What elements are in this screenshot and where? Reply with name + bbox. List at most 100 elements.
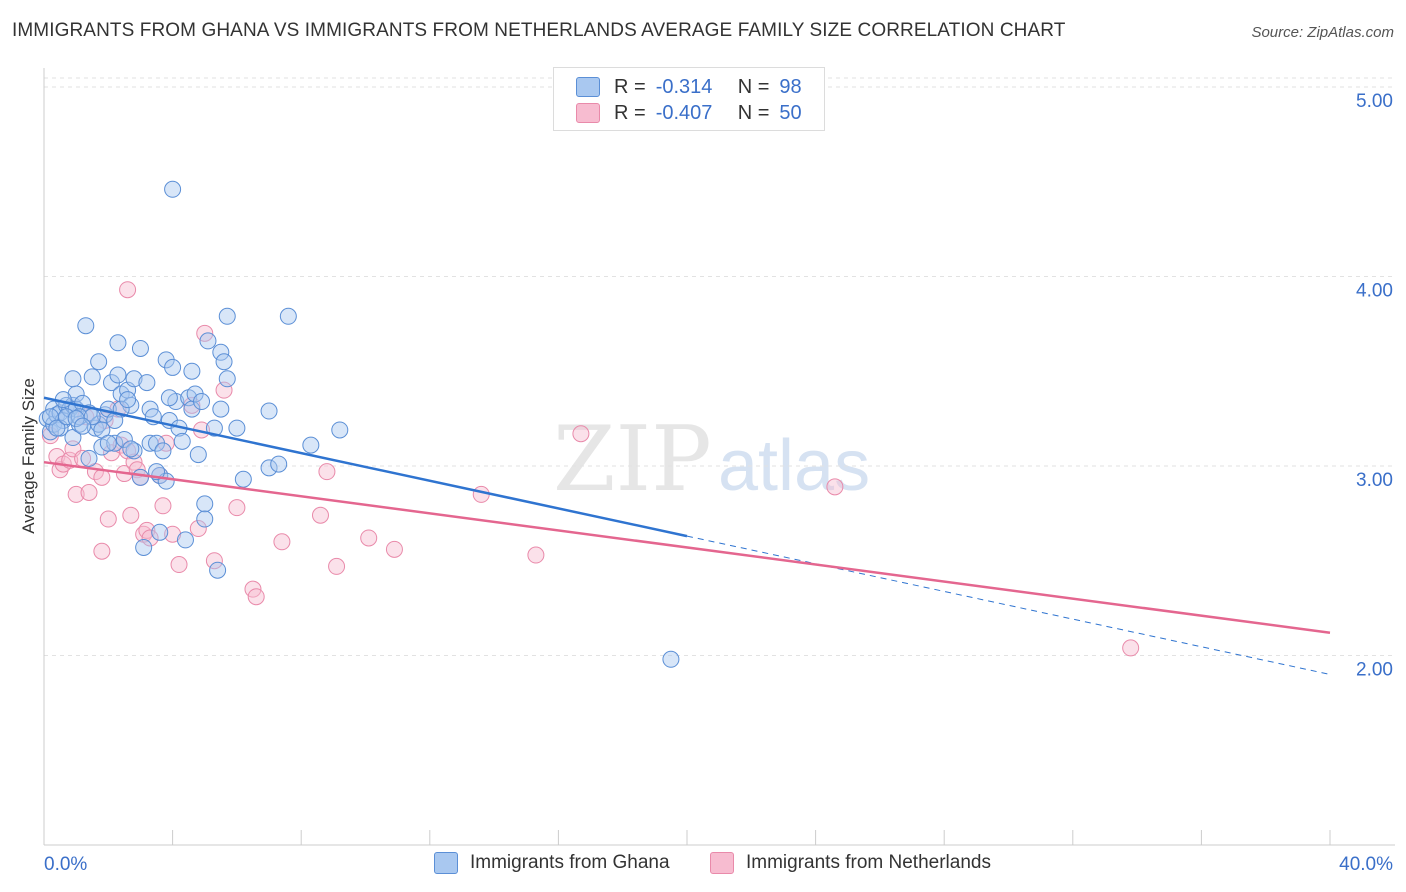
netherlands-trend-line bbox=[43, 460, 1331, 634]
x-tick-labels: 0.0% 40.0% bbox=[44, 854, 1393, 875]
x-tick-label: 0.0% bbox=[44, 854, 87, 875]
ghana-legend-swatch bbox=[434, 852, 458, 874]
ghana-point bbox=[115, 430, 133, 448]
ghana-point bbox=[119, 391, 137, 409]
ghana-point bbox=[122, 396, 140, 414]
ghana-point bbox=[125, 370, 143, 388]
netherlands-point bbox=[122, 506, 140, 524]
netherlands-n-value: 50 bbox=[779, 101, 802, 124]
ghana-point bbox=[331, 421, 349, 439]
ghana-r-label: R = bbox=[614, 75, 646, 98]
ghana-point bbox=[164, 358, 182, 376]
netherlands-point bbox=[93, 542, 111, 560]
ghana-point bbox=[99, 434, 117, 452]
netherlands-point bbox=[112, 436, 130, 454]
ghana-point bbox=[196, 495, 214, 513]
netherlands-n-label: N = bbox=[737, 101, 770, 124]
ghana-point bbox=[183, 362, 201, 380]
ghana-swatch bbox=[576, 77, 600, 97]
ghana-point bbox=[122, 440, 140, 458]
ghana-point bbox=[141, 434, 159, 452]
ghana-point bbox=[70, 408, 88, 426]
ghana-point bbox=[260, 459, 278, 477]
ghana-point bbox=[173, 432, 191, 450]
x-tick-label: 40.0% bbox=[1339, 854, 1393, 875]
ghana-point bbox=[64, 370, 82, 388]
netherlands-point bbox=[472, 485, 490, 503]
netherlands-point bbox=[318, 463, 336, 481]
ghana-point bbox=[189, 446, 207, 464]
netherlands-point bbox=[141, 529, 159, 547]
ghana-point bbox=[662, 650, 680, 668]
ghana-n-label: N = bbox=[737, 75, 770, 98]
netherlands-legend-swatch bbox=[710, 852, 734, 874]
y-tick-label: 2.00 bbox=[1356, 659, 1393, 680]
ghana-point bbox=[160, 389, 178, 407]
ghana-point bbox=[209, 561, 227, 579]
watermark-zip: ZIP bbox=[553, 407, 712, 512]
netherlands-point bbox=[189, 520, 207, 538]
grid-lines bbox=[44, 77, 1395, 656]
netherlands-point bbox=[228, 499, 246, 517]
ghana-point bbox=[302, 436, 320, 454]
y-tick-label: 5.00 bbox=[1356, 91, 1393, 112]
netherlands-point bbox=[154, 497, 172, 515]
ghana-point bbox=[154, 442, 172, 460]
chart-title: IMMIGRANTS FROM GHANA VS IMMIGRANTS FROM… bbox=[12, 20, 1066, 41]
netherlands-point bbox=[572, 425, 590, 443]
ghana-point bbox=[83, 368, 101, 386]
ghana-point bbox=[125, 442, 143, 460]
watermark: ZIP atlas bbox=[553, 407, 870, 512]
ghana-point bbox=[205, 419, 223, 437]
netherlands-point bbox=[273, 533, 291, 551]
ghana-point bbox=[135, 538, 153, 556]
ghana-point bbox=[131, 468, 149, 486]
stats-row-ghana: R = -0.314 N = 98 bbox=[576, 76, 802, 98]
ghana-point bbox=[212, 343, 230, 361]
ghana-point bbox=[109, 366, 127, 384]
netherlands-legend-label: Immigrants from Netherlands bbox=[746, 852, 991, 873]
netherlands-point bbox=[328, 557, 346, 575]
y-tick-label: 3.00 bbox=[1356, 470, 1393, 491]
trend-lines bbox=[43, 396, 1331, 675]
y-tick-label: 4.00 bbox=[1356, 280, 1393, 301]
ghana-point bbox=[131, 339, 149, 357]
ghana-point bbox=[176, 531, 194, 549]
netherlands-point bbox=[360, 529, 378, 547]
netherlands-point bbox=[80, 484, 98, 502]
legend-item-netherlands[interactable]: Immigrants from Netherlands bbox=[710, 852, 991, 874]
ghana-point bbox=[74, 417, 92, 435]
ghana-point bbox=[279, 307, 297, 325]
ghana-point bbox=[164, 180, 182, 198]
ghana-point bbox=[270, 455, 288, 473]
netherlands-point bbox=[164, 525, 182, 543]
netherlands-point bbox=[1122, 639, 1140, 657]
legend-item-ghana[interactable]: Immigrants from Ghana bbox=[434, 852, 670, 874]
netherlands-point bbox=[311, 506, 329, 524]
netherlands-r-value: -0.407 bbox=[655, 101, 713, 124]
ghana-point bbox=[138, 374, 156, 392]
ghana-trend-extension bbox=[686, 535, 1331, 675]
netherlands-point bbox=[385, 540, 403, 558]
stats-legend: R = -0.314 N = 98 R = -0.407 N = 50 bbox=[553, 67, 825, 131]
y-tick-labels: 2.00 3.00 4.00 5.00 bbox=[1356, 91, 1393, 681]
ghana-point bbox=[77, 317, 95, 335]
ghana-point bbox=[196, 510, 214, 528]
netherlands-point bbox=[826, 478, 844, 496]
netherlands-swatch bbox=[576, 103, 600, 123]
netherlands-point bbox=[67, 485, 85, 503]
netherlands-point bbox=[119, 281, 137, 299]
ghana-point bbox=[151, 523, 169, 541]
netherlands-point bbox=[205, 552, 223, 570]
netherlands-point bbox=[99, 510, 117, 528]
ghana-point bbox=[48, 419, 66, 437]
ghana-point bbox=[218, 370, 236, 388]
ghana-point bbox=[234, 470, 252, 488]
y-axis-label: Average Family Size bbox=[19, 378, 38, 534]
ghana-point bbox=[106, 434, 124, 452]
ghana-point bbox=[228, 419, 246, 437]
ghana-legend-label: Immigrants from Ghana bbox=[470, 852, 670, 873]
netherlands-point bbox=[170, 556, 188, 574]
chart-source: Source: ZipAtlas.com bbox=[1251, 24, 1394, 41]
